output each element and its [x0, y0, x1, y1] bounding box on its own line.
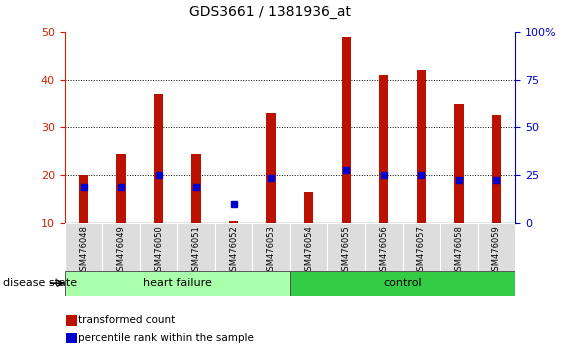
Text: GSM476050: GSM476050 — [154, 225, 163, 276]
Text: transformed count: transformed count — [78, 315, 175, 325]
Text: GSM476049: GSM476049 — [117, 225, 126, 276]
Text: GSM476053: GSM476053 — [267, 225, 276, 276]
Text: GSM476057: GSM476057 — [417, 225, 426, 276]
Text: GSM476059: GSM476059 — [492, 225, 501, 276]
Bar — [403, 223, 440, 271]
Bar — [477, 223, 515, 271]
Text: GDS3661 / 1381936_at: GDS3661 / 1381936_at — [189, 5, 351, 19]
Bar — [102, 223, 140, 271]
Bar — [304, 192, 314, 223]
Text: GSM476048: GSM476048 — [79, 225, 88, 276]
Text: GSM476055: GSM476055 — [342, 225, 351, 276]
Text: GSM476051: GSM476051 — [191, 225, 200, 276]
Text: GSM476056: GSM476056 — [379, 225, 388, 276]
Bar — [66, 315, 77, 326]
Bar — [177, 223, 215, 271]
Bar — [365, 223, 403, 271]
Bar — [66, 333, 77, 343]
Bar — [140, 223, 177, 271]
Bar — [328, 223, 365, 271]
Bar — [191, 154, 201, 223]
Bar — [252, 223, 290, 271]
Bar — [290, 271, 515, 296]
Bar — [266, 113, 276, 223]
Bar — [379, 75, 388, 223]
Bar — [454, 104, 463, 223]
Bar — [342, 37, 351, 223]
Text: heart failure: heart failure — [143, 278, 212, 288]
Bar — [215, 223, 252, 271]
Bar — [65, 223, 102, 271]
Bar — [65, 271, 290, 296]
Bar — [417, 70, 426, 223]
Bar — [440, 223, 477, 271]
Bar — [491, 115, 501, 223]
Text: GSM476054: GSM476054 — [304, 225, 313, 276]
Text: GSM476058: GSM476058 — [454, 225, 463, 276]
Text: disease state: disease state — [3, 278, 77, 288]
Bar — [117, 154, 126, 223]
Text: GSM476052: GSM476052 — [229, 225, 238, 276]
Bar — [229, 221, 238, 223]
Text: percentile rank within the sample: percentile rank within the sample — [78, 333, 254, 343]
Text: control: control — [383, 278, 422, 288]
Bar — [290, 223, 328, 271]
Bar — [154, 94, 163, 223]
Bar — [79, 175, 88, 223]
